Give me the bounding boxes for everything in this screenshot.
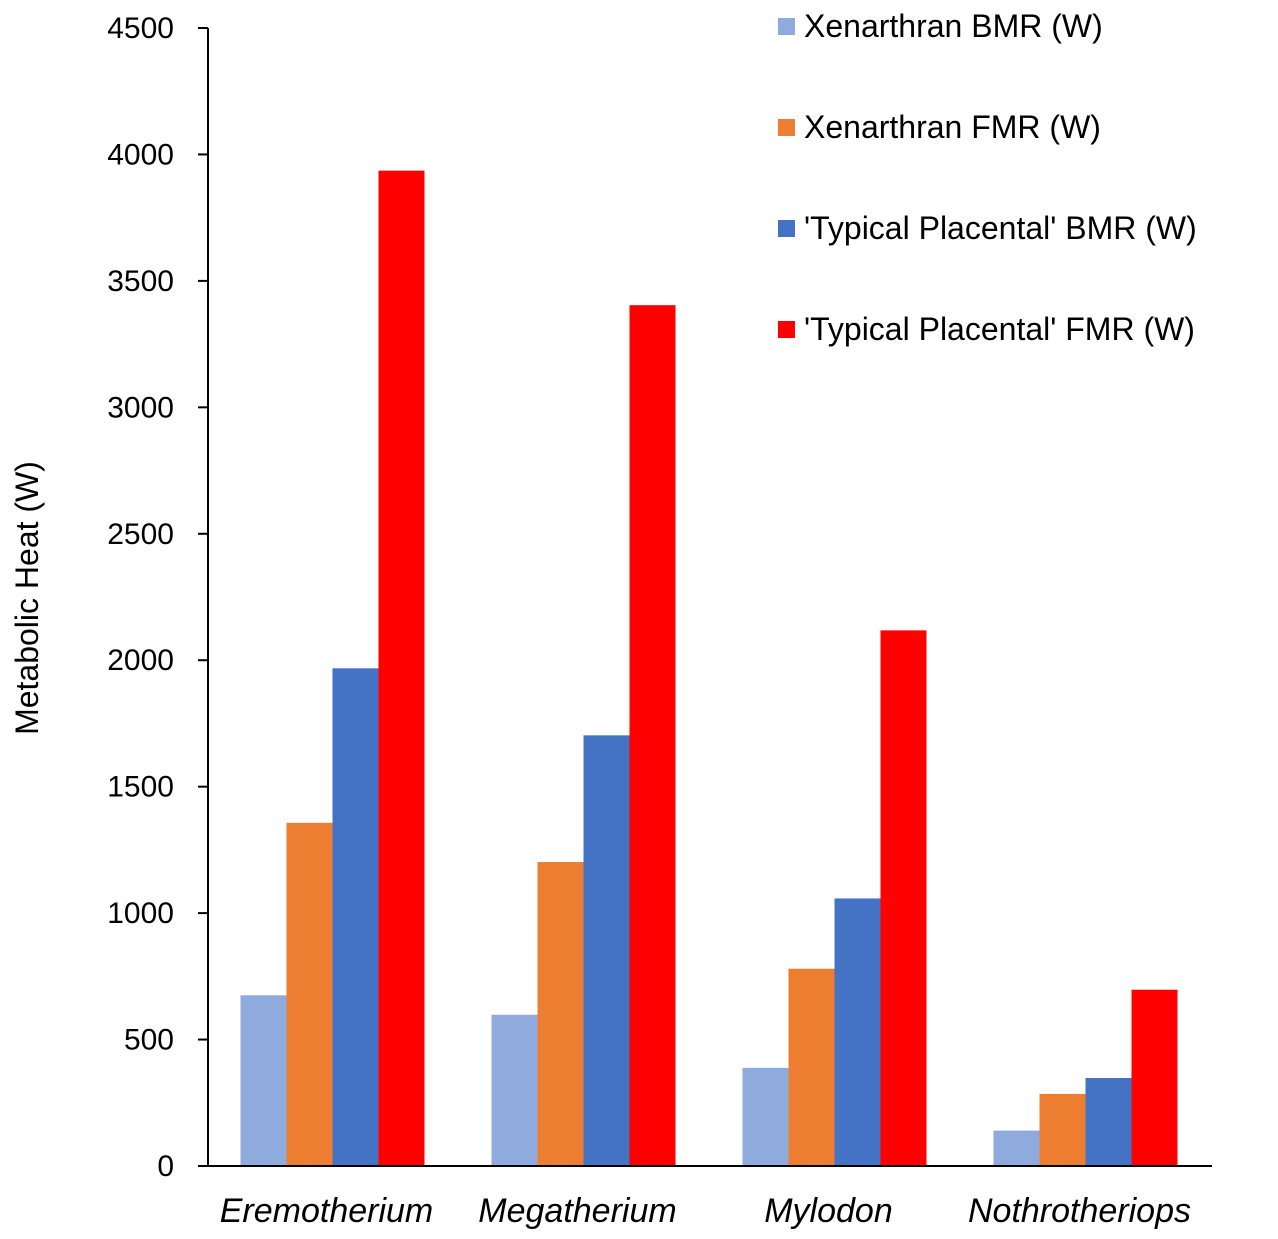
bar	[1039, 1093, 1086, 1166]
legend-swatch	[778, 220, 795, 237]
bar	[742, 1067, 789, 1166]
bar	[880, 630, 927, 1166]
y-tick-label: 3500	[107, 265, 174, 298]
y-tick-label: 4500	[107, 12, 174, 45]
y-tick-label: 0	[157, 1150, 174, 1183]
y-tick-label: 500	[124, 1024, 174, 1057]
legend-swatch	[778, 18, 795, 35]
legend-label: 'Typical Placental' BMR (W)	[804, 210, 1197, 246]
legend-swatch	[778, 119, 795, 136]
legend-label: Xenarthran FMR (W)	[804, 109, 1101, 145]
bar	[1085, 1077, 1132, 1166]
legend-swatch	[778, 321, 795, 338]
bar	[629, 305, 676, 1166]
bars	[240, 170, 1178, 1166]
bar	[834, 898, 881, 1166]
category-labels: Eremotherium Megatherium Mylodon Nothrother…	[220, 1192, 1191, 1230]
x-category-label: Eremotherium	[220, 1192, 434, 1230]
bar	[286, 822, 333, 1166]
y-tick-label: 3000	[107, 391, 174, 424]
legend-label: 'Typical Placental' FMR (W)	[804, 311, 1195, 347]
bar	[583, 735, 630, 1166]
y-tick-label: 1000	[107, 897, 174, 930]
y-axis-ticks: 0 500 1000 1500 2000 2500 3000 3500 4000 4500	[107, 12, 208, 1183]
bar	[332, 668, 379, 1166]
y-tick-label: 2000	[107, 644, 174, 677]
bar	[993, 1130, 1040, 1166]
y-tick-label: 4000	[107, 138, 174, 171]
legend-label: Xenarthran BMR (W)	[804, 8, 1103, 44]
y-tick-label: 2500	[107, 518, 174, 551]
x-category-label: Megatherium	[478, 1192, 676, 1230]
bar	[1131, 989, 1178, 1166]
bar	[788, 968, 835, 1166]
legend: Xenarthran BMR (W) Xenarthran FMR (W) 'Typ…	[778, 8, 1197, 347]
bar	[240, 995, 287, 1166]
x-category-label: Mylodon	[764, 1192, 893, 1230]
bar	[491, 1014, 538, 1166]
bar	[537, 862, 584, 1166]
x-category-label: Nothrotheriops	[968, 1192, 1191, 1230]
y-axis-title: Metabolic Heat (W)	[9, 461, 45, 735]
y-tick-label: 1500	[107, 771, 174, 804]
bar	[378, 170, 425, 1166]
